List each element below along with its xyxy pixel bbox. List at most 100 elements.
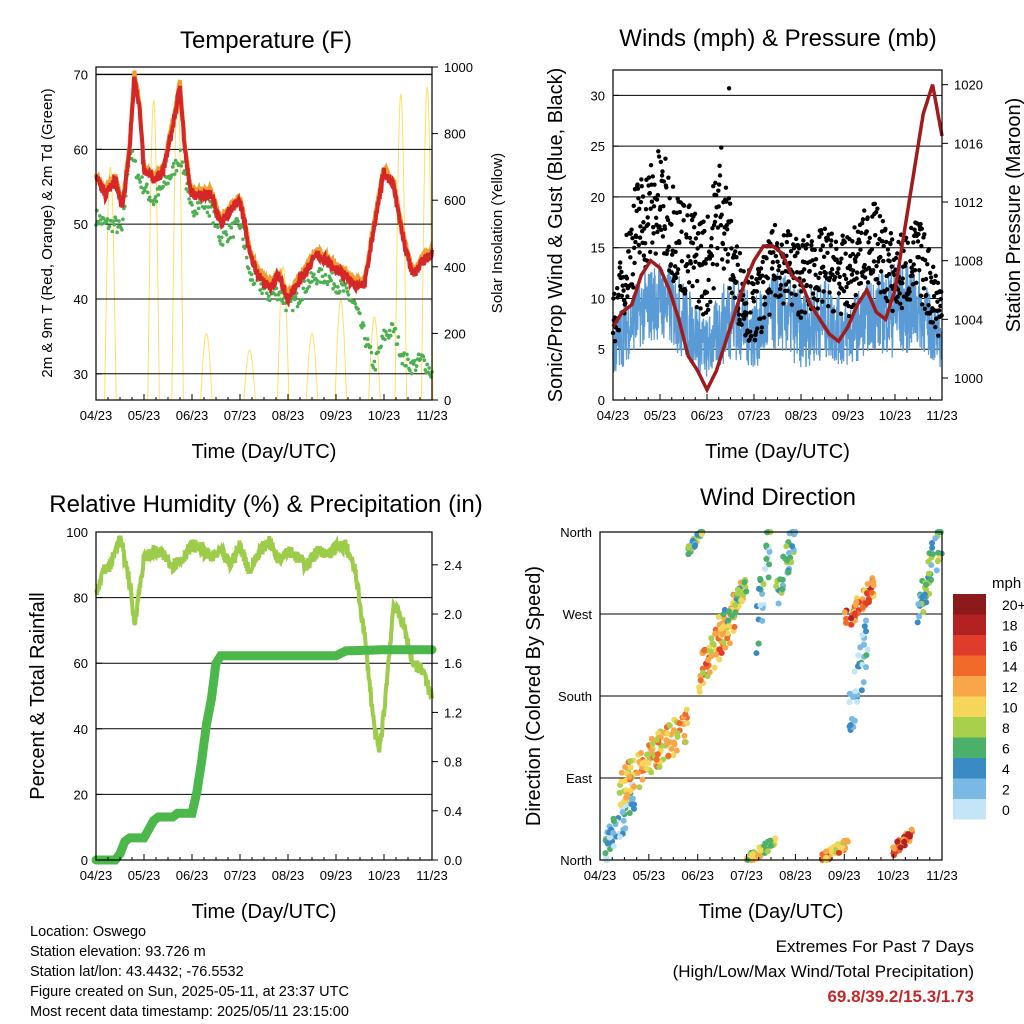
gust-point — [933, 324, 938, 330]
gust-point — [779, 242, 784, 247]
wind-direction-point — [654, 751, 661, 758]
dewpoint-point — [229, 225, 234, 230]
gust-point — [853, 259, 858, 264]
dewpoint-point — [302, 279, 307, 283]
dewpoint-point — [307, 284, 311, 289]
dewpoint-point — [408, 368, 412, 373]
gust-point — [723, 247, 728, 252]
gust-point — [773, 253, 779, 259]
y-tick-label: 30 — [591, 88, 605, 103]
gust-point — [809, 242, 814, 248]
gust-point — [872, 201, 878, 207]
dewpoint-point — [105, 217, 110, 221]
gust-point — [704, 257, 709, 262]
gust-point — [664, 185, 669, 190]
x-tick-label: 07/23 — [224, 868, 257, 883]
gust-point — [829, 267, 835, 272]
gust-point — [759, 325, 765, 330]
wind-direction-point — [618, 769, 625, 776]
dewpoint-point — [291, 308, 295, 313]
humidity-precip-panel: Relative Humidity (%) & Precipitation (i… — [27, 491, 483, 923]
solar-insolation-trace — [334, 298, 348, 401]
gust-point — [895, 251, 900, 256]
gust-point — [768, 290, 773, 295]
dewpoint-point — [133, 159, 138, 163]
dewpoint-point — [414, 364, 419, 368]
gust-point — [723, 185, 729, 190]
y2-tick-label: 1.2 — [444, 705, 462, 720]
colorbar-label: 4 — [1002, 761, 1010, 777]
gust-point — [685, 269, 691, 274]
station-pressure-line — [611, 84, 944, 394]
extremes-subtitle: (High/Low/Max Wind/Total Precipitation) — [672, 962, 974, 981]
dewpoint-point — [326, 279, 331, 284]
wind-direction-point — [864, 646, 871, 653]
solar-insolation-trace — [243, 349, 256, 401]
gust-point — [694, 252, 699, 258]
gust-point — [684, 262, 690, 267]
gust-point — [737, 251, 743, 256]
gust-point — [785, 229, 791, 234]
gust-point — [802, 310, 808, 315]
gust-point — [903, 261, 908, 266]
gust-point — [744, 311, 749, 316]
gust-point — [638, 199, 644, 205]
dewpoint-point — [195, 211, 199, 216]
gust-point — [910, 273, 915, 278]
dewpoint-point — [410, 371, 414, 376]
dewpoint-point — [114, 218, 118, 222]
gust-point — [685, 213, 690, 218]
wind-direction-point — [865, 596, 872, 603]
wind-direction-point — [897, 844, 904, 851]
gust-point — [807, 268, 812, 274]
dewpoint-point — [252, 281, 257, 286]
gust-point — [854, 270, 860, 275]
dewpoint-point — [274, 286, 279, 290]
gust-point — [626, 249, 631, 254]
wind-direction-point — [670, 752, 677, 759]
y-tick-label: East — [566, 771, 592, 786]
gust-point — [925, 261, 930, 267]
gust-point — [729, 290, 735, 296]
gust-point — [837, 274, 842, 279]
wind-direction-point — [779, 586, 786, 593]
gust-point — [659, 173, 665, 178]
dewpoint-point — [161, 184, 165, 189]
gust-point — [678, 283, 683, 289]
gust-point — [869, 247, 875, 252]
wind-direction-point — [722, 644, 729, 651]
gust-point — [865, 280, 871, 285]
x-tick-label: 04/23 — [597, 408, 630, 423]
gust-point — [849, 272, 855, 277]
wind-direction-point — [681, 732, 688, 739]
gust-point — [917, 267, 922, 273]
gust-point — [804, 282, 809, 288]
wind-direction-point — [848, 615, 855, 622]
dewpoint-point — [265, 291, 269, 296]
gust-point — [661, 179, 666, 184]
gust-point — [704, 290, 710, 295]
dewpoint-point — [196, 206, 201, 211]
gust-point — [672, 264, 678, 269]
gust-point — [699, 294, 705, 299]
gust-point — [862, 208, 867, 213]
gust-point — [643, 207, 649, 212]
gust-point — [806, 233, 811, 239]
gust-point — [717, 163, 722, 169]
y-tick-label: 70 — [74, 67, 88, 82]
dewpoint-point — [346, 292, 351, 297]
colorbar-swatch — [953, 655, 986, 676]
gust-point — [812, 262, 817, 268]
gust-point — [725, 252, 731, 257]
gust-point — [933, 273, 938, 279]
y-tick-label: 40 — [74, 292, 88, 307]
gust-point — [653, 215, 659, 220]
plot-frame — [599, 531, 943, 861]
wind-direction-point — [923, 599, 930, 606]
solar-insolation-trace — [305, 332, 319, 401]
gust-point — [617, 265, 622, 270]
x-tick-label: 04/23 — [584, 868, 617, 883]
dewpoint-point — [178, 148, 183, 152]
wind-direction-point — [743, 588, 750, 595]
dewpoint-point — [387, 328, 392, 333]
